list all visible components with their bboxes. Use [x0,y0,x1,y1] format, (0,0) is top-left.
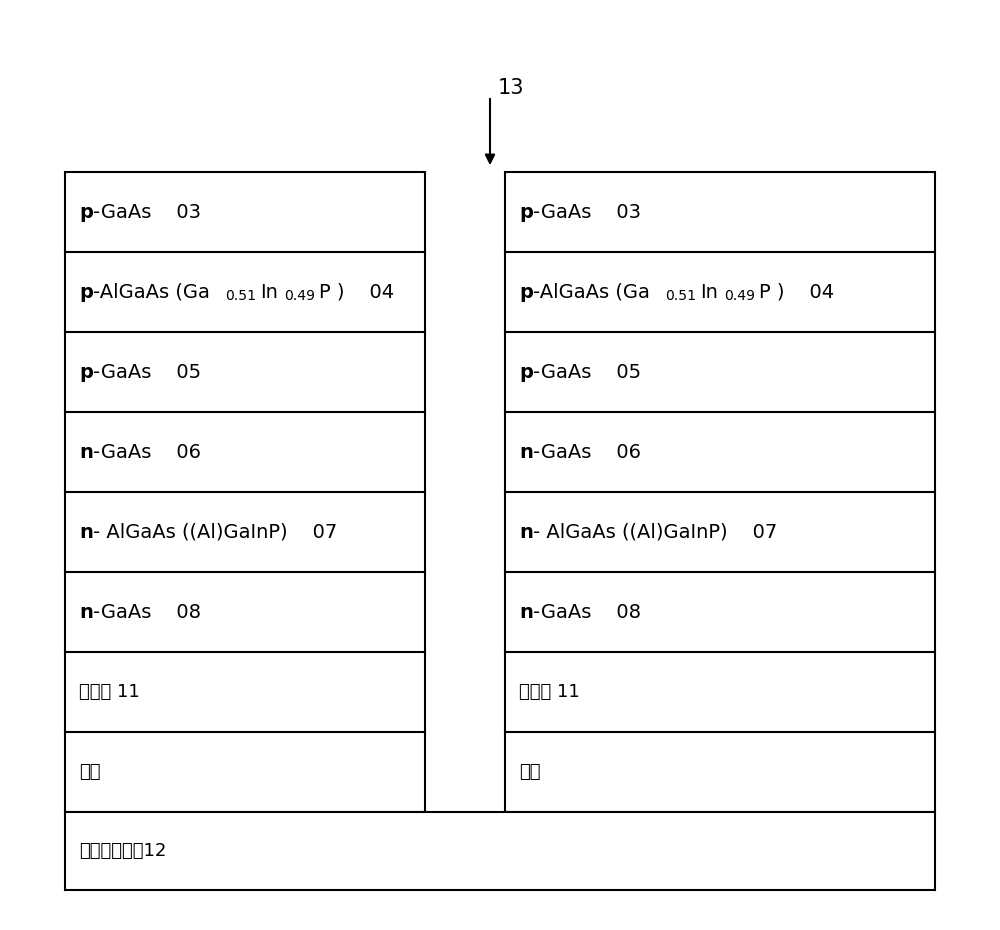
Text: n: n [519,603,533,621]
Text: -GaAs    05: -GaAs 05 [533,363,641,381]
Text: -AlGaAs (Ga: -AlGaAs (Ga [533,283,649,301]
Text: P )    04: P ) 04 [759,283,834,301]
Bar [505,172,935,812]
Text: - AlGaAs ((Al)GaInP)    07: - AlGaAs ((Al)GaInP) 07 [533,523,777,541]
Text: 0.51: 0.51 [665,288,696,302]
Text: n: n [519,443,533,461]
Text: -GaAs    05: -GaAs 05 [93,363,201,381]
Text: 0.49: 0.49 [724,288,755,302]
Text: -GaAs    06: -GaAs 06 [533,443,641,461]
Text: p: p [519,363,533,381]
Text: -GaAs    08: -GaAs 08 [93,603,201,621]
Text: -GaAs    03: -GaAs 03 [533,203,641,221]
Text: 0.51: 0.51 [225,288,256,302]
Text: 13: 13 [498,78,524,98]
Text: 第二绝缘衬底12: 第二绝缘衬底12 [79,842,166,860]
Text: p: p [519,203,533,221]
Text: 负电极 11: 负电极 11 [519,683,580,701]
Text: n: n [79,443,93,461]
Text: -AlGaAs (Ga: -AlGaAs (Ga [93,283,209,301]
Text: In: In [260,283,278,301]
Text: p: p [79,363,93,381]
Text: In: In [700,283,718,301]
Text: 0.49: 0.49 [284,288,315,302]
Text: 负电极 11: 负电极 11 [79,683,140,701]
Text: - AlGaAs ((Al)GaInP)    07: - AlGaAs ((Al)GaInP) 07 [93,523,337,541]
Text: P )    04: P ) 04 [319,283,394,301]
Text: -GaAs    06: -GaAs 06 [93,443,201,461]
Bar [65,812,935,890]
Text: n: n [519,523,533,541]
Text: n: n [79,523,93,541]
Text: 键合: 键合 [519,763,540,781]
Bar [65,172,425,812]
Text: -GaAs    08: -GaAs 08 [533,603,641,621]
Text: -GaAs    03: -GaAs 03 [93,203,201,221]
Text: 键合: 键合 [79,763,100,781]
Text: n: n [79,603,93,621]
Text: p: p [79,203,93,221]
Text: p: p [519,283,533,301]
Text: p: p [79,283,93,301]
